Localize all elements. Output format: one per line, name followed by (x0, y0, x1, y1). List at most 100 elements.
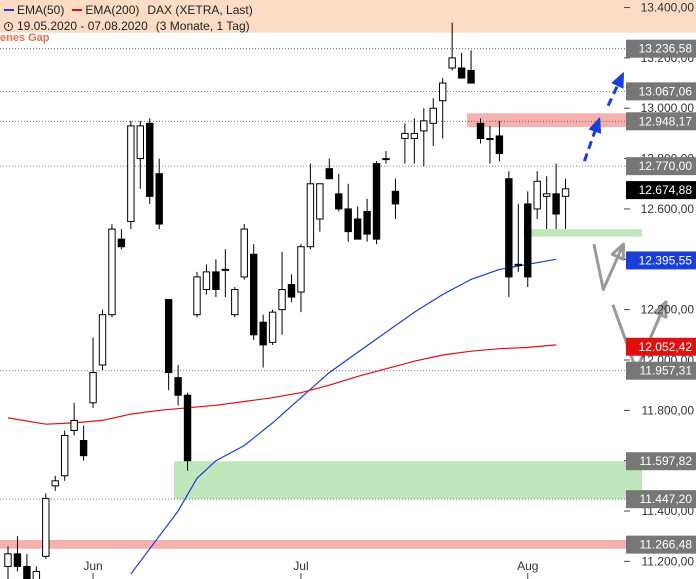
price-label: 12.770,00 (626, 157, 696, 176)
candles-layer (4, 22, 570, 579)
candle-31 (297, 244, 305, 313)
candle-body-up (193, 276, 201, 316)
legend-ema50: EMA(50) (17, 3, 65, 17)
y-tick-label: 13.000,00 (641, 101, 695, 115)
candle-20 (193, 271, 201, 318)
candle-body-up (70, 419, 78, 431)
candle-body-up (202, 271, 211, 291)
candle-body-down (505, 178, 513, 278)
candle-57 (542, 176, 551, 230)
candle-body-up (32, 570, 41, 579)
candle-body-up (221, 268, 230, 271)
x-tick-label: Aug (517, 559, 538, 573)
price-label: 13.236,58 (626, 39, 696, 58)
candle-body-down (287, 283, 296, 298)
ema50-swatch (4, 9, 14, 11)
candle-body-up (268, 311, 277, 343)
candle-body-up (382, 158, 390, 161)
candle-5 (51, 475, 59, 491)
candle-body-down (259, 321, 267, 346)
x-tick-label: Jun (83, 559, 102, 573)
price-label-bg (626, 452, 696, 471)
candle-49 (467, 50, 475, 84)
candle-42 (401, 123, 409, 164)
candle-56 (533, 171, 541, 220)
candle-1 (13, 536, 22, 572)
ema-line-0 (130, 258, 557, 575)
candle-body-down (476, 122, 485, 139)
price-label-text: 13.067,06 (639, 84, 693, 98)
candle-36 (344, 183, 352, 242)
y-tick-label: 11.200,00 (642, 554, 695, 568)
candle-body-up (98, 314, 107, 366)
price-label: 13.067,06 (626, 82, 696, 101)
price-label: 11.597,82 (626, 452, 696, 471)
price-label-bg (626, 39, 696, 58)
candle-body-up (297, 246, 305, 293)
candle-53 (505, 171, 513, 298)
legend-ema200: EMA(200) (85, 3, 140, 17)
ema-layer (7, 258, 557, 575)
candle-51 (486, 125, 494, 164)
price-label-bg (626, 535, 696, 554)
candle-46 (439, 78, 447, 139)
candle-10 (98, 309, 107, 371)
candle-body-up (439, 82, 447, 102)
candle-52 (495, 120, 504, 162)
gap-label: enes Gap (0, 32, 50, 44)
candle-44 (420, 108, 428, 167)
candle-47 (448, 22, 456, 71)
candle-body-up (533, 180, 541, 210)
y-tick-label: 13.400,00 (641, 1, 695, 15)
candle-body-down (467, 69, 475, 84)
candle-8 (79, 425, 88, 461)
candle-45 (429, 98, 437, 147)
candle-body-up (231, 289, 239, 316)
candle-body-down (372, 163, 381, 240)
candle-11 (108, 224, 116, 318)
candle-26 (250, 244, 258, 340)
candle-body-up (4, 553, 12, 567)
candle-17 (164, 299, 173, 391)
candle-58 (552, 163, 560, 230)
grid-layer (0, 48, 626, 500)
candle-2 (23, 553, 31, 579)
zone-4 (0, 0, 696, 33)
candle-48 (457, 52, 466, 79)
candle-body-down (146, 122, 154, 197)
candle-15 (146, 118, 154, 204)
price-label-text: 11.266,48 (640, 538, 693, 552)
price-label: 12.674,88 (626, 181, 696, 200)
candle-body-up (278, 289, 286, 311)
ema-line-1 (7, 344, 557, 425)
candle-body-down (13, 553, 22, 567)
candle-12 (117, 229, 126, 250)
forecast-arrow-2 (592, 243, 624, 291)
candle-0 (4, 546, 12, 579)
arrow-head-0 (588, 117, 602, 134)
legend-row-range: 19.05.2020 - 07.08.2020 (3 Monate, 1 Tag… (4, 18, 261, 34)
candle-body-down (391, 190, 400, 205)
price-label-text: 12.395,55 (639, 253, 693, 267)
price-label-text: 13.236,58 (639, 42, 693, 56)
candle-body-up (429, 107, 437, 124)
zone-1 (523, 229, 642, 237)
candle-body-up (42, 497, 50, 557)
candle-28 (268, 309, 277, 345)
legend-date-range: 19.05.2020 - 07.08.2020 (17, 19, 148, 33)
candle-body-up (136, 125, 145, 160)
candle-4 (42, 493, 50, 559)
candle-body-down (325, 168, 334, 180)
price-label: 12.052,42 (626, 337, 696, 356)
candle-41 (391, 178, 400, 220)
candle-55 (524, 191, 532, 287)
candle-body-down (117, 238, 126, 248)
candle-body-down (457, 67, 466, 79)
candle-body-down (524, 203, 532, 278)
candle-body-up (420, 120, 428, 132)
ema200-swatch (72, 9, 83, 11)
candle-33 (316, 183, 324, 232)
price-label: 12.948,17 (626, 112, 696, 131)
candle-body-up (306, 183, 315, 248)
